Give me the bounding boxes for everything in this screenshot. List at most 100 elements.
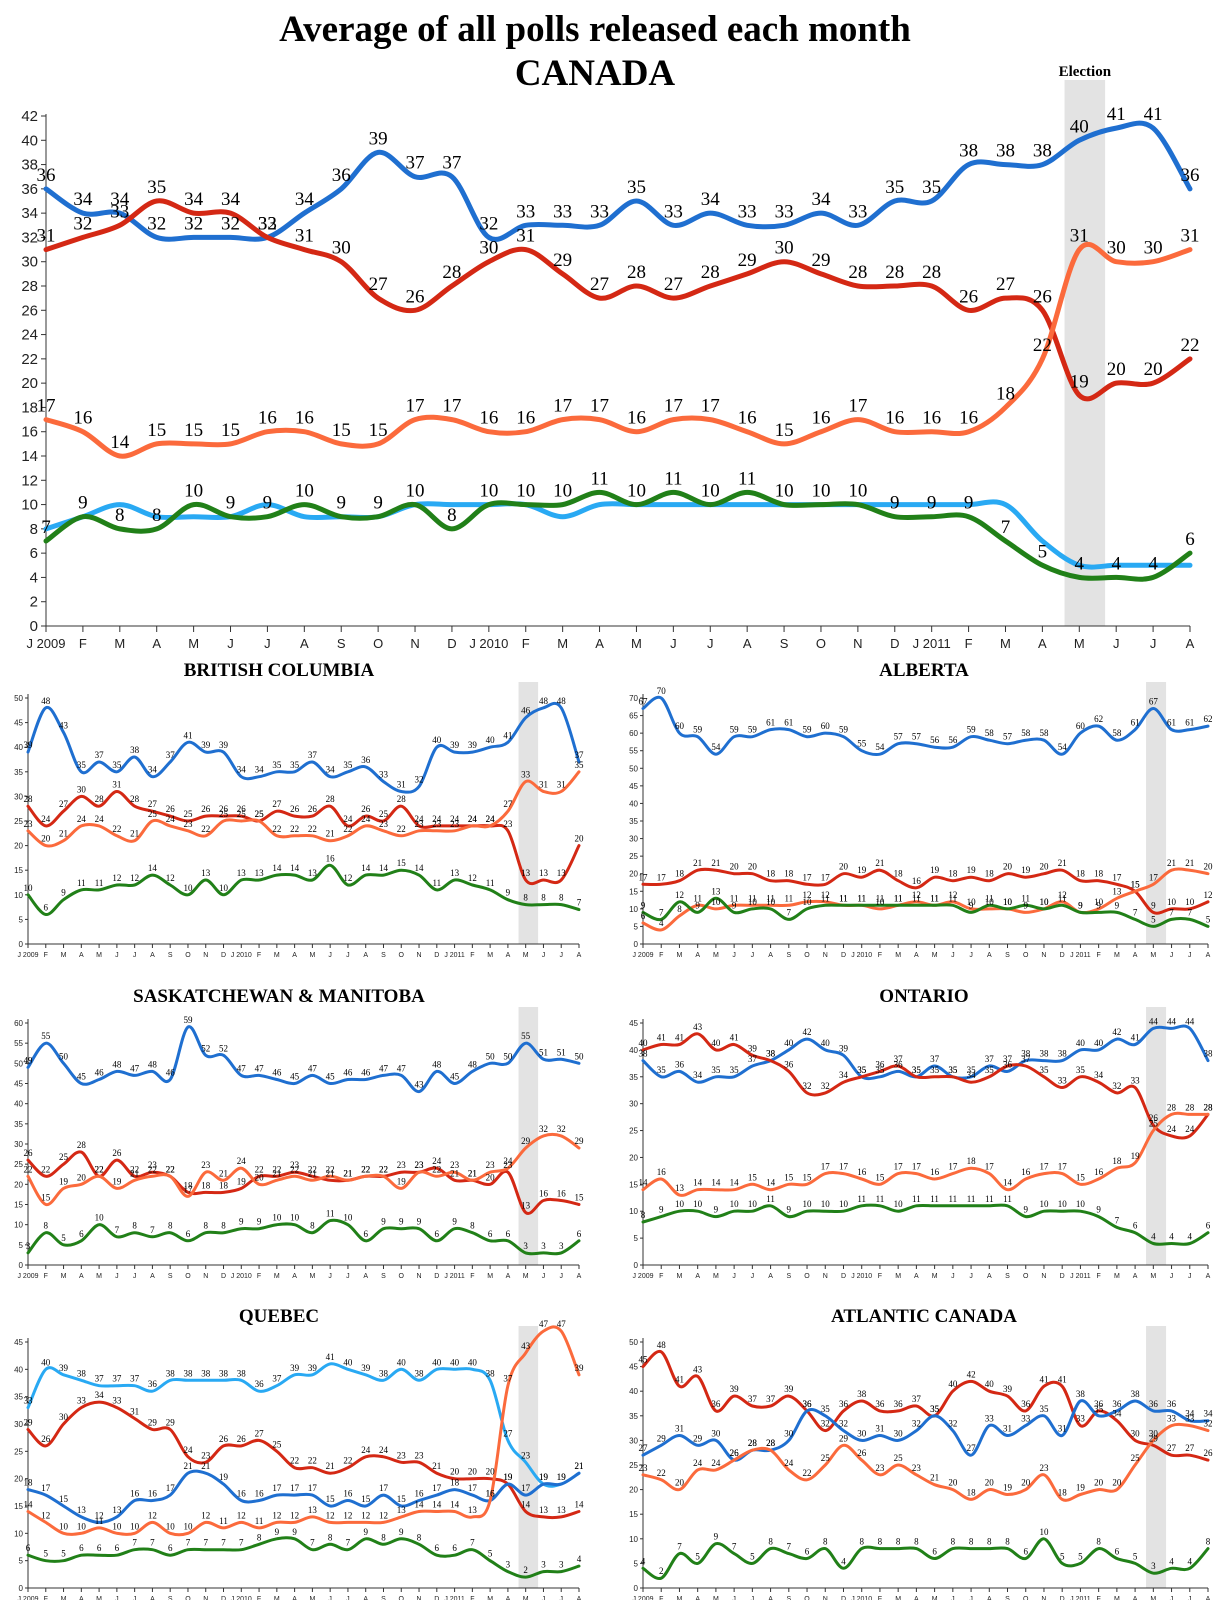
data-label: 30 bbox=[1144, 238, 1163, 259]
data-label: 12 bbox=[343, 1510, 352, 1520]
data-label: 35 bbox=[912, 1065, 922, 1075]
y-tick-label: 45 bbox=[629, 1019, 638, 1028]
series-line-blue bbox=[26, 701, 581, 794]
data-label: 22 bbox=[432, 1164, 441, 1174]
data-label: 39 bbox=[201, 740, 211, 750]
data-label: 37 bbox=[748, 1394, 758, 1404]
data-label: 9 bbox=[1096, 1205, 1101, 1215]
x-tick-label: J 2010 bbox=[469, 636, 508, 651]
data-label: 33 bbox=[1021, 1414, 1031, 1424]
y-tick-label: 15 bbox=[629, 887, 638, 896]
data-label: 10 bbox=[875, 897, 885, 907]
data-label: 29 bbox=[575, 1136, 585, 1146]
data-label: 26 bbox=[857, 1448, 867, 1458]
y-tick-label: 70 bbox=[629, 694, 638, 703]
data-label: 27 bbox=[996, 274, 1015, 295]
x-tick-label: N bbox=[823, 1596, 828, 1600]
x-tick-label: J bbox=[115, 1596, 119, 1600]
data-label: 26 bbox=[219, 804, 229, 814]
x-tick-label: N bbox=[1041, 1273, 1046, 1280]
y-tick-label: 20 bbox=[14, 1475, 23, 1484]
data-label: 14 bbox=[575, 1499, 585, 1509]
data-label: 55 bbox=[857, 739, 867, 749]
x-tick-label: A bbox=[914, 1273, 919, 1280]
data-label: 16 bbox=[539, 1188, 549, 1198]
x-tick-label: A bbox=[363, 1273, 368, 1280]
data-label: 10 bbox=[1003, 897, 1013, 907]
data-label: 3 bbox=[559, 1241, 564, 1251]
data-label: 33 bbox=[1185, 1414, 1195, 1424]
data-label: 10 bbox=[59, 1521, 69, 1531]
x-tick-label: F bbox=[257, 1596, 261, 1600]
x-tick-label: S bbox=[780, 636, 789, 651]
y-tick-label: 55 bbox=[629, 747, 638, 756]
data-label: 10 bbox=[1003, 897, 1013, 907]
x-tick-label: M bbox=[523, 1273, 529, 1280]
data-label: 17 bbox=[308, 1483, 318, 1493]
data-label: 8 bbox=[203, 1221, 208, 1231]
data-label: 17 bbox=[432, 1483, 442, 1493]
x-tick-label: J bbox=[751, 952, 755, 959]
data-label: 9 bbox=[78, 493, 88, 514]
y-tick-label: 20 bbox=[21, 375, 38, 392]
x-tick-label: F bbox=[257, 952, 261, 959]
page-title: Average of all polls released each month bbox=[279, 9, 911, 50]
data-label: 47 bbox=[308, 1063, 318, 1073]
data-label: 23 bbox=[183, 819, 193, 829]
data-label: 11 bbox=[876, 893, 885, 903]
data-label: 20 bbox=[730, 862, 740, 872]
x-tick-label: A bbox=[1186, 636, 1195, 651]
x-tick-label: D bbox=[1060, 1273, 1065, 1280]
data-label: 21 bbox=[711, 858, 720, 868]
data-label: 21 bbox=[343, 1168, 352, 1178]
series-line-orange bbox=[641, 867, 1210, 932]
data-label: 10 bbox=[516, 481, 535, 502]
data-label: 41 bbox=[1131, 1033, 1140, 1043]
data-label: 39 bbox=[59, 1363, 69, 1373]
x-tick-label: M bbox=[61, 1273, 67, 1280]
series-line-red bbox=[26, 1150, 581, 1215]
data-label: 34 bbox=[1112, 1409, 1122, 1419]
series-line-green bbox=[26, 1536, 581, 1579]
x-tick-label: M bbox=[895, 1596, 901, 1600]
data-label: 13 bbox=[237, 868, 247, 878]
data-label: 3 bbox=[541, 1560, 546, 1570]
data-label: 22 bbox=[803, 1468, 812, 1478]
data-label: 18 bbox=[24, 1478, 34, 1488]
data-label: 21 bbox=[326, 1168, 335, 1178]
data-label: 6 bbox=[435, 1543, 440, 1553]
x-tick-label: A bbox=[506, 1273, 511, 1280]
data-label: 6 bbox=[1185, 529, 1195, 550]
data-label: 5 bbox=[1206, 914, 1211, 924]
data-label: 23 bbox=[24, 819, 34, 829]
data-label: 17 bbox=[1058, 1162, 1068, 1172]
data-label: 11 bbox=[894, 893, 903, 903]
y-tick-label: 4 bbox=[30, 569, 38, 586]
data-label: 36 bbox=[839, 1399, 849, 1409]
data-label: 38 bbox=[996, 141, 1015, 162]
data-label: 17 bbox=[848, 396, 867, 417]
data-label: 21 bbox=[59, 829, 68, 839]
data-label: 29 bbox=[1149, 1433, 1159, 1443]
data-label: 10 bbox=[775, 481, 794, 502]
data-label: 12 bbox=[821, 890, 830, 900]
data-label: 10 bbox=[184, 481, 203, 502]
series-line-green bbox=[641, 1203, 1210, 1246]
data-label: 10 bbox=[290, 1213, 300, 1223]
x-tick-label: M bbox=[677, 952, 683, 959]
data-label: 40 bbox=[948, 1379, 958, 1389]
y-tick-label: 15 bbox=[629, 1510, 638, 1519]
y-tick-label: 26 bbox=[21, 302, 38, 319]
data-label: 41 bbox=[657, 1033, 666, 1043]
data-label: 34 bbox=[839, 1070, 849, 1080]
series-line-green bbox=[26, 1218, 581, 1256]
series-line-green bbox=[641, 1537, 1210, 1581]
data-label: 34 bbox=[967, 1070, 977, 1080]
data-label: 33 bbox=[738, 201, 757, 222]
data-label: 41 bbox=[1107, 104, 1126, 125]
data-label: 14 bbox=[272, 863, 282, 873]
data-label: 28 bbox=[848, 262, 867, 283]
data-label: 19 bbox=[503, 1472, 513, 1482]
series-line-red bbox=[641, 867, 1210, 915]
